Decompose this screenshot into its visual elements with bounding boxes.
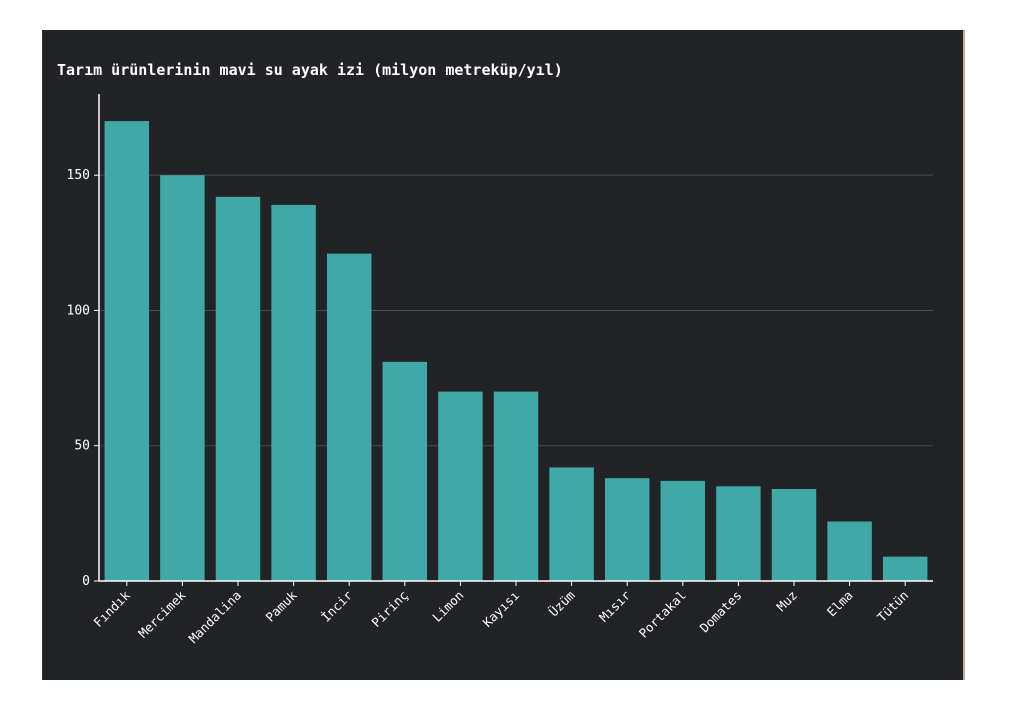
chart-frame: Tarım ürünlerinin mavi su ayak izi (mily… [42,30,965,680]
bar-chart: Tarım ürünlerinin mavi su ayak izi (mily… [57,61,933,646]
y-tick-labels: 0 50 100 150 [67,168,90,589]
x-tick-label: Pamuk [262,587,300,625]
x-tick-label: Kayısı [480,588,523,631]
x-tick-label: Tütün [874,588,911,625]
x-tick-label: Fındık [90,587,133,630]
x-tick-label: Üzüm [545,587,578,620]
x-tick-label: Elma [824,588,856,620]
axes [94,94,933,586]
bar [438,391,483,581]
bar [771,489,817,581]
bars [104,121,928,582]
bar [493,391,539,581]
bar [604,478,650,581]
bar [827,521,872,581]
bar [215,196,261,582]
x-tick-label: Portakal [636,588,689,641]
y-tick-label: 150 [67,168,90,183]
x-tick-label: İncir [318,587,356,625]
bar [660,480,706,581]
bar [271,204,316,581]
x-tick-label: Mısır [596,587,634,625]
bar [104,121,150,582]
bar [382,361,428,581]
bar [549,467,594,581]
y-tick-label: 0 [82,574,90,589]
x-tick-label: Mandalina [186,588,245,647]
y-tick-label: 100 [67,303,90,318]
chart-title: Tarım ürünlerinin mavi su ayak izi (mily… [57,61,563,79]
x-tick-label: Pirinç [368,588,411,631]
y-tick-label: 50 [74,439,90,454]
x-tick-label: Limon [429,588,466,625]
bar [326,253,372,581]
x-tick-label: Mercimek [135,587,189,641]
bar [716,486,761,581]
bar [160,175,205,581]
bar [882,556,928,581]
x-tick-label: Muz [774,588,801,615]
x-tick-label: Domates [697,588,745,636]
